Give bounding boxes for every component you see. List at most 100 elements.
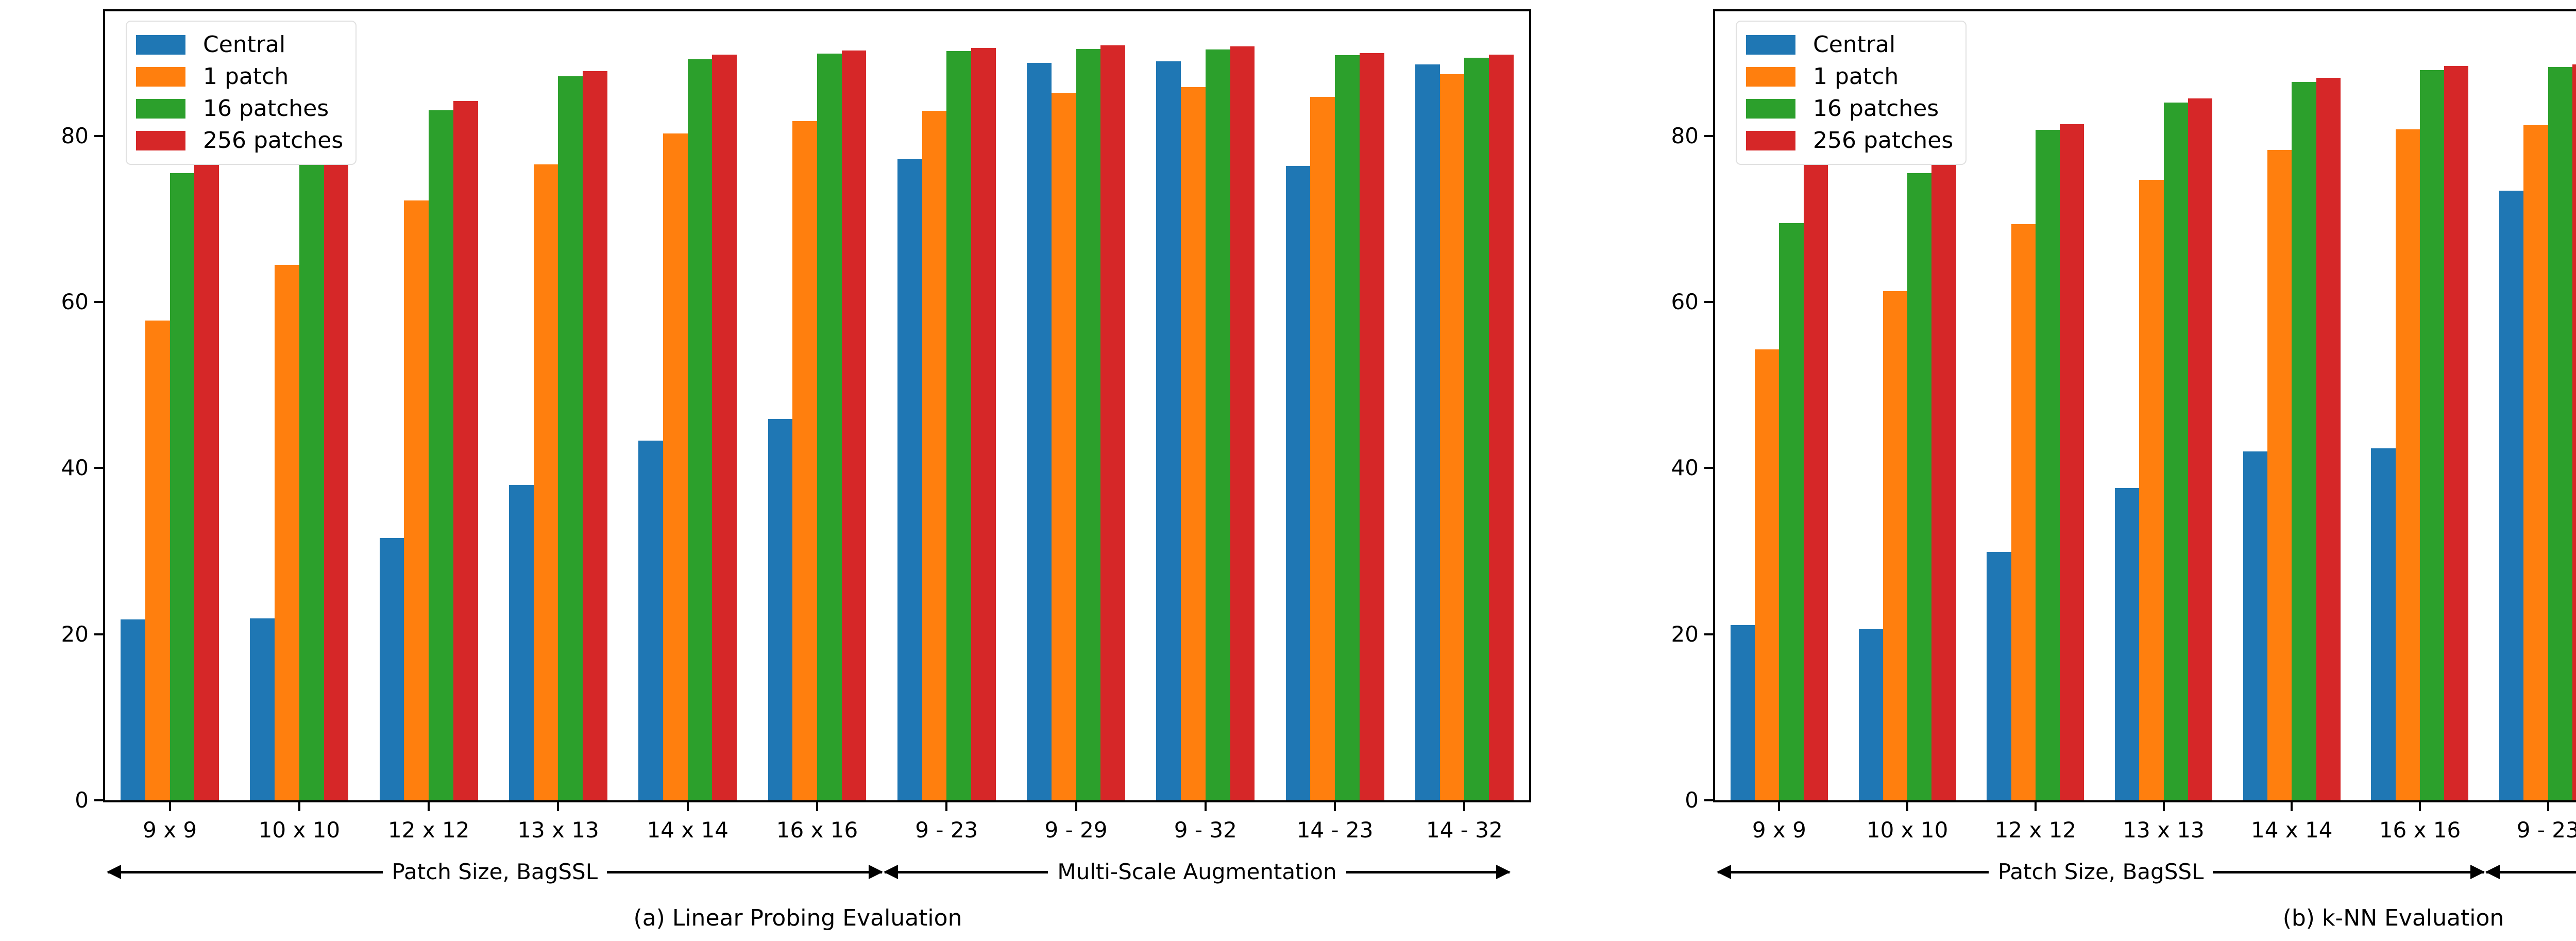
y-tick-mark [94, 467, 103, 469]
y-tick-label: 60 [1671, 289, 1699, 315]
bar-group [1730, 11, 1828, 800]
bar-group [1156, 11, 1255, 800]
arrow-left-head-b [1716, 864, 1989, 879]
legend-item-1[interactable]: 1 patch [1746, 61, 1953, 93]
x-axis-tick-label: 12 x 12 [387, 817, 470, 843]
bar-group [509, 11, 607, 800]
legend-item-2[interactable]: 16 patches [1746, 93, 1953, 125]
bar [2548, 66, 2572, 800]
bar [792, 121, 817, 800]
x-axis-tick-mark [2547, 802, 2549, 811]
legend-a: Central 1 patch 16 patches 256 patches [126, 21, 357, 165]
bar [533, 164, 558, 800]
bar [1100, 45, 1125, 800]
y-tick-label: 40 [61, 455, 89, 481]
x-axis-tick-label: 13 x 13 [517, 817, 599, 843]
panel-caption-b: (b) k-NN Evaluation [2282, 905, 2504, 931]
y-tick-mark [1704, 301, 1713, 304]
legend-item-2[interactable]: 16 patches [136, 93, 343, 125]
annotation-label-patch-size-a: Patch Size, BagSSL [392, 859, 598, 884]
x-axis-tick-label: 10 x 10 [258, 817, 341, 843]
x-axis-tick-mark [2162, 802, 2165, 811]
x-axis-tick-mark [816, 802, 818, 811]
bar [145, 320, 170, 800]
bar-series-container-b [1715, 11, 2576, 800]
bar [712, 54, 737, 800]
y-tick-label: 60 [61, 289, 89, 315]
bar-group [379, 11, 478, 800]
bar-group [2499, 11, 2576, 800]
bar [2035, 130, 2060, 800]
bar [324, 131, 349, 800]
legend-item-3[interactable]: 256 patches [1746, 125, 1953, 157]
bar [687, 59, 713, 800]
bar [2371, 448, 2396, 800]
bar [2011, 224, 2036, 800]
legend-item-label: 256 patches [1813, 127, 1954, 154]
bar [1285, 165, 1311, 800]
annotation-patch-size-b: Patch Size, BagSSL [1716, 858, 2485, 886]
x-axis-tick-mark [298, 802, 300, 811]
bar [170, 173, 195, 800]
legend-item-1[interactable]: 1 patch [136, 61, 343, 93]
y-tick-label: 0 [75, 787, 89, 813]
x-axis-tick-mark [1075, 802, 1077, 811]
bar-group [2243, 11, 2341, 800]
bar [194, 161, 219, 800]
annotation-label-patch-size-b: Patch Size, BagSSL [1997, 859, 2204, 884]
bar [1439, 74, 1465, 800]
y-tick-label: 0 [1685, 787, 1699, 813]
y-tick-mark [94, 799, 103, 801]
bar [1730, 625, 1755, 800]
bar [1335, 55, 1360, 800]
bar [663, 133, 688, 800]
x-axis-tick-mark [1906, 802, 1909, 811]
bar [1464, 58, 1489, 800]
legend-item-label: 16 patches [203, 95, 329, 122]
legend-swatch-icon [136, 99, 185, 119]
bar [1883, 291, 1908, 800]
x-axis-tick-mark [1463, 802, 1466, 811]
x-axis-tick-mark [1334, 802, 1336, 811]
legend-item-label: Central [1813, 31, 1896, 58]
x-axis-tick-label: 16 x 16 [776, 817, 858, 843]
x-axis-tick-label: 9 - 23 [915, 817, 978, 843]
bar [841, 50, 867, 800]
bar [275, 264, 299, 800]
bar [1230, 46, 1255, 800]
legend-swatch-icon [1746, 67, 1795, 87]
bar [1489, 54, 1514, 800]
bar [2115, 488, 2140, 800]
x-axis-tick-mark [1778, 802, 1781, 811]
bar [1310, 97, 1335, 800]
bar [299, 137, 324, 800]
bar [1156, 61, 1181, 800]
legend-swatch-icon [1746, 131, 1795, 150]
x-axis-tick-label: 14 - 32 [1426, 817, 1503, 843]
y-tick-label: 80 [61, 123, 89, 148]
bar [2444, 66, 2469, 800]
legend-item-3[interactable]: 256 patches [136, 125, 343, 157]
bar [2292, 81, 2316, 800]
x-axis-tick-label: 9 x 9 [1752, 817, 1806, 843]
x-axis-tick-mark [686, 802, 689, 811]
x-axis-tick-mark [168, 802, 171, 811]
x-axis-tick-mark [2034, 802, 2037, 811]
panel-knn: Accuracy (%) 0 20 40 60 80 Patch Size, BagSS… [1596, 0, 2576, 941]
bar [250, 618, 275, 800]
legend-item-0[interactable]: Central [1746, 29, 1953, 61]
bar [946, 51, 971, 800]
bar [509, 484, 534, 800]
legend-b: Central 1 patch 16 patches 256 patches [1736, 21, 1967, 165]
y-tick-label: 40 [1671, 455, 1699, 481]
bar [1359, 53, 1384, 800]
legend-item-0[interactable]: Central [136, 29, 343, 61]
bar [1415, 64, 1440, 800]
bar [453, 101, 478, 800]
annotation-label-multi-scale-a: Multi-Scale Augmentation [1057, 859, 1337, 884]
bar [404, 200, 429, 800]
x-axis-tick-label: 9 - 29 [1044, 817, 1108, 843]
bar [897, 159, 922, 800]
legend-item-label: Central [203, 31, 286, 58]
